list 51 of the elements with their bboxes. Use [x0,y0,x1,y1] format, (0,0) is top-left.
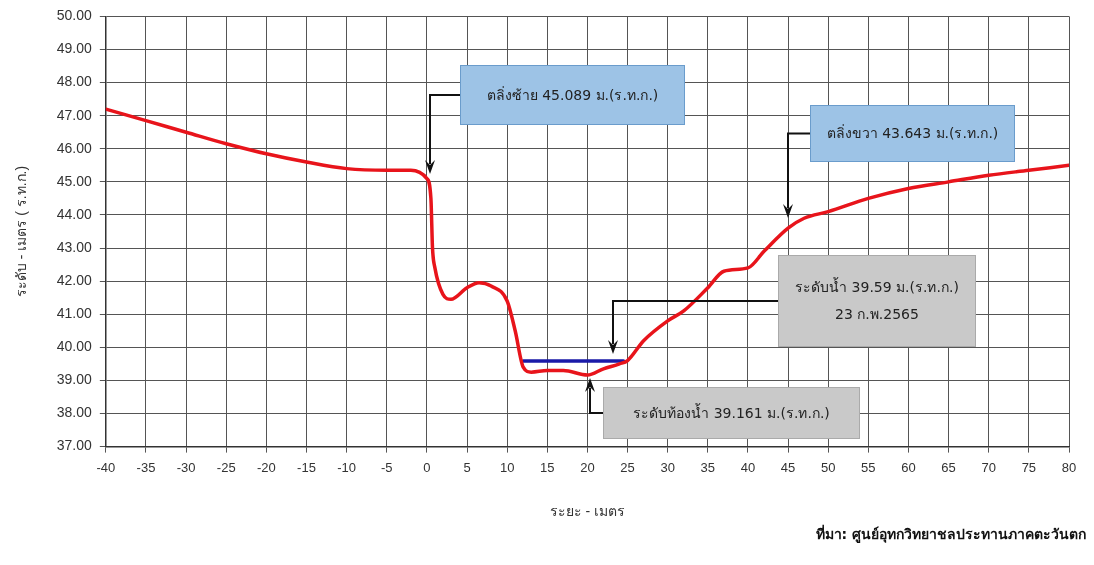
x-tick-label: 75 [1021,459,1037,475]
x-tick-label: 5 [463,459,471,475]
y-tick-label: 44.00 [56,205,93,222]
text: ที่มา: ศูนย์อุทกวิทยาชลประทานภาคตะวันตก [815,523,1086,545]
annotation: ระดับน้ำ 39.59 ม.(ร.ท.ก.) [795,276,959,298]
x-tick-label: 65 [941,459,956,475]
x-tick-label: 70 [981,459,996,475]
x-tick-label: -40 [96,459,116,475]
y-tick-label: 37.00 [56,437,93,454]
y-tick-label: 50.00 [56,7,93,24]
y-tick-label: 45.00 [56,172,93,189]
y-tick-label: 40.00 [56,338,93,355]
y-tick-label: 46.00 [56,139,93,156]
x-tick-label: 25 [620,459,635,475]
annotation: ตลิ่งขวา 43.643 ม.(ร.ท.ก.) [826,123,999,144]
x-tick-label: -25 [216,459,236,475]
x-axis-title: ระยะ - เมตร [549,503,626,520]
x-tick-label: 50 [820,459,836,475]
y-tick-label: 47.00 [56,106,93,123]
y-axis-title: ระดับ - เมตร ( ร.ท.ก.) [13,165,30,298]
x-tick-label: -35 [136,459,156,475]
x-tick-label: -10 [337,459,357,475]
x-tick-label: 10 [499,459,515,475]
x-tick-label: 80 [1061,459,1077,475]
x-tick-label: 20 [580,459,595,475]
x-tick-label: 15 [540,459,555,475]
annotation: 23 ก.พ.2565 [835,305,919,324]
x-tick-label: 30 [660,459,675,475]
callout-box: ระดับน้ำ 39.59 ม.(ร.ท.ก.) 23 ก.พ.2565 [778,255,976,347]
x-tick-label: 0 [423,459,431,475]
annotation: ระดับท้องน้ำ 39.161 ม.(ร.ท.ก.) [633,402,830,423]
x-tick-label: 35 [700,459,716,475]
y-tick-label: 43.00 [56,238,93,255]
x-tick-label: 40 [740,459,756,475]
callout-box: ระดับท้องน้ำ 39.161 ม.(ร.ท.ก.) [603,387,860,439]
x-tick-label: 60 [901,459,916,475]
y-tick-label: 41.00 [56,305,93,322]
y-tick-label: 49.00 [56,40,93,57]
x-tick-label: -20 [256,459,276,475]
callout-box: ตลิ่งขวา 43.643 ม.(ร.ท.ก.) [810,105,1015,162]
callout-box: ตลิ่งซ้าย 45.089 ม.(ร.ท.ก.) [460,65,685,125]
y-tick-label: 42.00 [56,272,93,288]
y-tick-label: 48.00 [56,73,93,90]
y-tick-label: 38.00 [56,404,93,421]
x-tick-label: -15 [297,459,316,475]
x-tick-label: -30 [176,459,196,475]
x-tick-label: 45 [780,459,796,475]
annotation: ตลิ่งซ้าย 45.089 ม.(ร.ท.ก.) [486,85,659,105]
x-tick-label: 55 [861,459,876,475]
x-tick-label: -5 [380,459,393,475]
y-tick-label: 39.00 [56,371,93,388]
